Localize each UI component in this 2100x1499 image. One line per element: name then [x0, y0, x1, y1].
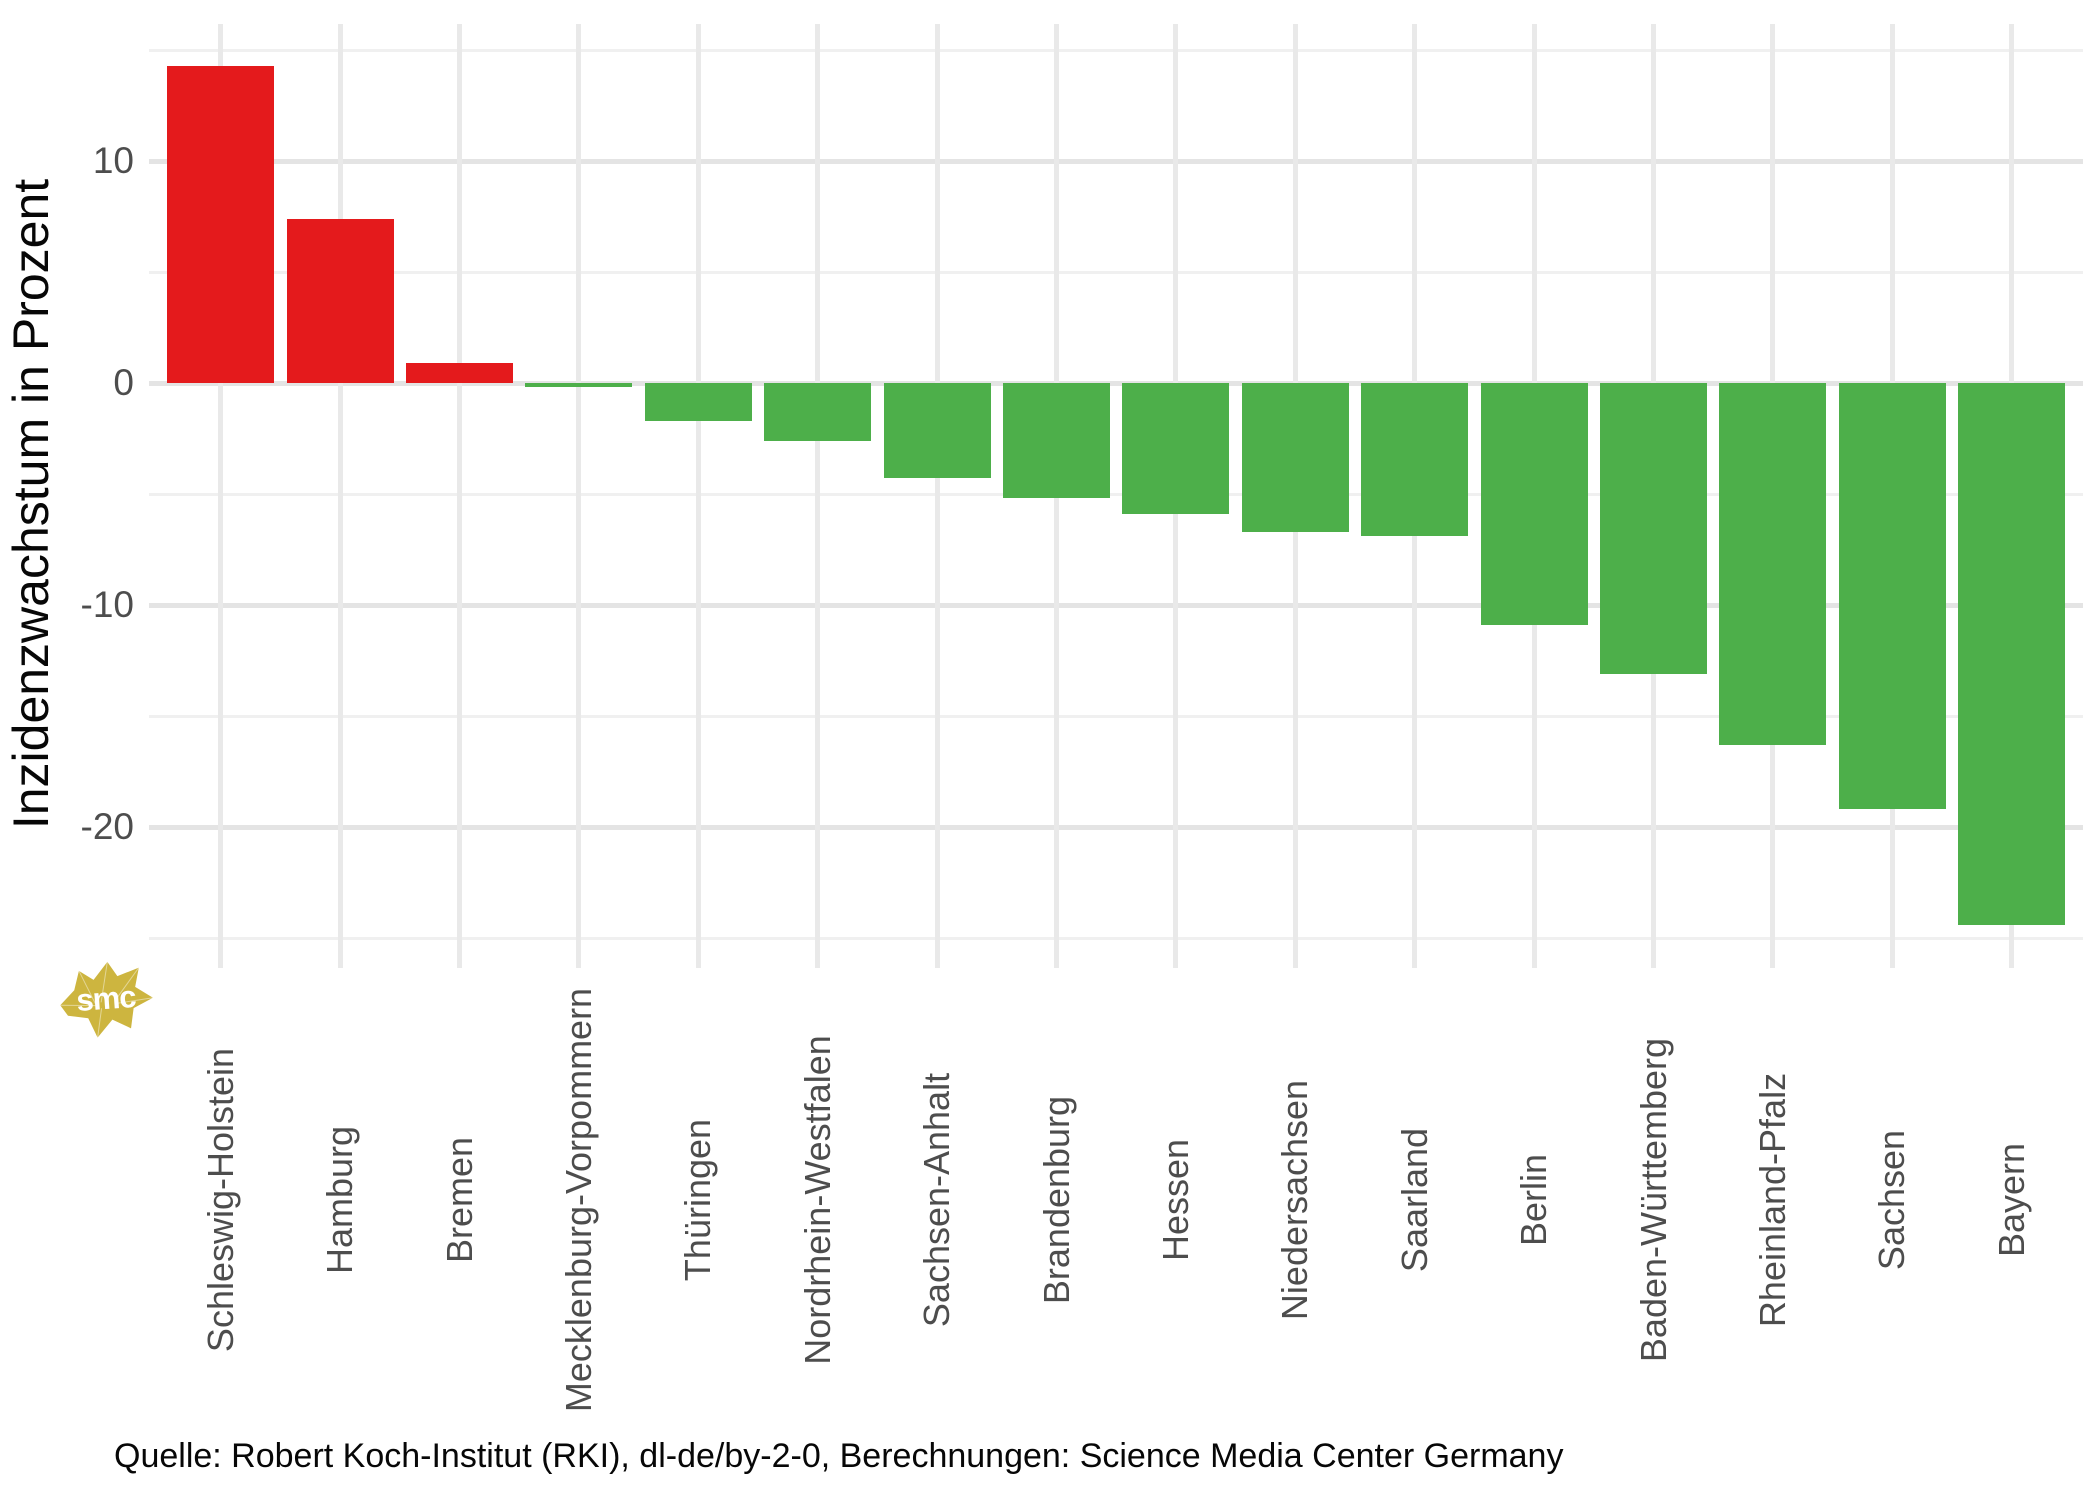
gridline-vertical	[457, 24, 462, 968]
x-axis-label: Hamburg	[319, 1125, 361, 1275]
bar-sachsen-anhalt	[883, 383, 991, 479]
bar-rheinland-pfalz	[1719, 383, 1827, 745]
y-axis-tick-label: 0	[113, 362, 134, 403]
gridline-minor-horizontal	[149, 270, 2083, 274]
bar-bremen	[406, 363, 513, 383]
gridline-vertical	[337, 24, 343, 968]
gridline-major-horizontal	[149, 380, 2083, 386]
x-axis-label: Hessen	[1154, 1138, 1196, 1262]
bar-hamburg	[286, 218, 394, 383]
bar-niedersachsen	[1241, 383, 1349, 532]
bar-th-ringen	[644, 383, 752, 421]
x-axis-label: Berlin	[1513, 1153, 1555, 1247]
y-axis-tick-label: 10	[92, 140, 134, 181]
x-axis-label: Niedersachsen	[1274, 1079, 1316, 1321]
bar-mecklenburg-vorpommern	[525, 383, 633, 388]
gridline-vertical	[576, 24, 582, 968]
x-axis-label: Nordrhein-Westfalen	[796, 1035, 838, 1365]
gridline-major-horizontal	[149, 824, 2083, 830]
plot-panel	[149, 24, 2083, 968]
bar-berlin	[1480, 383, 1588, 625]
x-axis-label: Thüringen	[677, 1118, 719, 1282]
x-axis-label: Bremen	[438, 1136, 480, 1264]
bar-saarland	[1361, 383, 1469, 537]
bar-sachsen	[1838, 383, 1946, 810]
bar-schleswig-holstein	[167, 65, 275, 383]
smc-logo: smc	[60, 961, 154, 1038]
bar-hessen	[1122, 383, 1230, 514]
bar-baden-w-rttemberg	[1600, 383, 1707, 674]
smc-logo-star	[60, 961, 153, 1038]
y-axis-tick-label: -10	[80, 584, 134, 625]
gridline-major-horizontal	[149, 602, 2083, 608]
smc-logo-text: smc	[75, 979, 137, 1018]
gridline-minor-horizontal	[149, 936, 2083, 940]
x-axis-label: Rheinland-Pfalz	[1751, 1072, 1793, 1328]
bar-nordrhein-westfalen	[764, 383, 872, 441]
gridline-vertical	[218, 24, 224, 968]
x-axis-label: Sachsen	[1871, 1129, 1913, 1271]
x-axis-label: Mecklenburg-Vorpommern	[557, 987, 599, 1413]
gridline-vertical	[815, 24, 821, 968]
bar-brandenburg	[1003, 383, 1110, 499]
x-axis-label: Schleswig-Holstein	[199, 1047, 241, 1353]
gridline-vertical	[934, 24, 940, 968]
bar-bayern	[1958, 383, 2066, 925]
x-axis-label: Brandenburg	[1035, 1095, 1077, 1305]
gridline-vertical	[695, 24, 701, 968]
gridline-minor-horizontal	[149, 48, 2083, 52]
y-axis-title: Inzidenzwachstum in Prozent	[3, 178, 59, 830]
x-axis-label: Bayern	[1990, 1142, 2032, 1258]
x-axis-label: Sachsen-Anhalt	[916, 1072, 958, 1328]
x-axis-label: Saarland	[1393, 1127, 1435, 1273]
gridline-minor-horizontal	[149, 492, 2083, 496]
x-axis-label: Baden-Württemberg	[1632, 1037, 1674, 1363]
source-caption: Quelle: Robert Koch-Institut (RKI), dl-d…	[114, 1437, 1564, 1475]
gridline-minor-horizontal	[149, 714, 2083, 718]
gridline-major-horizontal	[149, 158, 2083, 164]
y-axis-tick-label: -20	[80, 806, 134, 847]
